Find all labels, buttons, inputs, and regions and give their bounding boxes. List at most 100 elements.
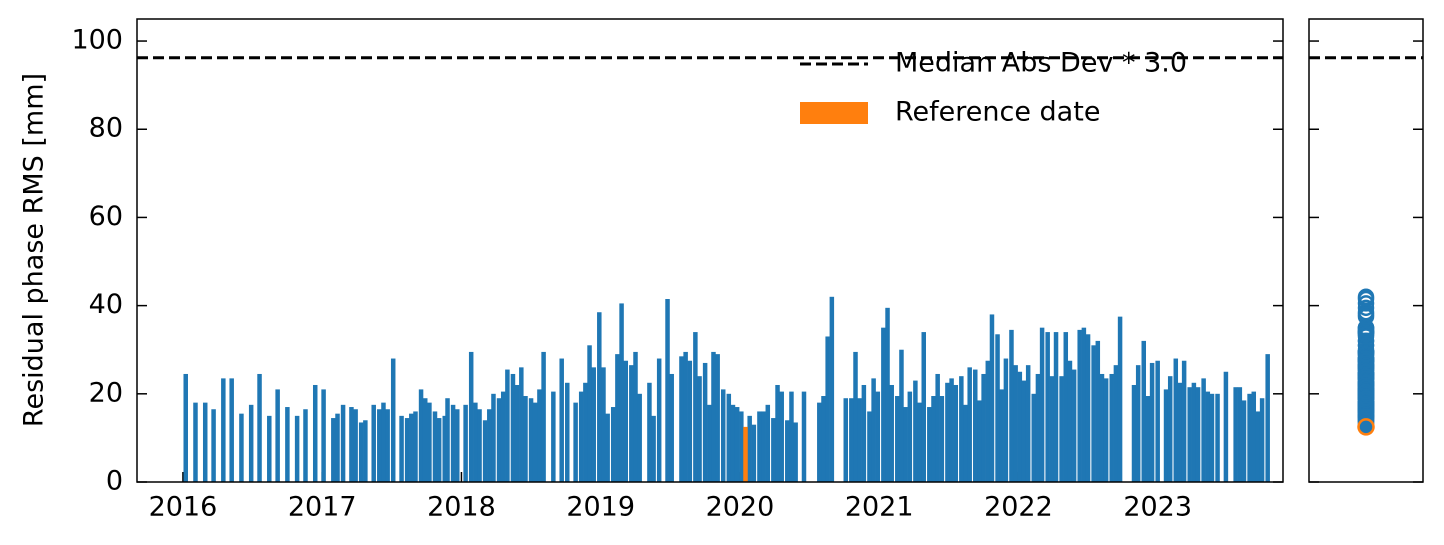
bar xyxy=(687,360,693,482)
bar xyxy=(371,404,376,482)
bar xyxy=(455,409,460,482)
bar xyxy=(726,393,732,482)
bar xyxy=(358,422,364,482)
bar xyxy=(1059,376,1064,482)
x-tick-label: 2023 xyxy=(1123,492,1192,523)
bar xyxy=(629,365,634,482)
bar xyxy=(1053,332,1059,482)
bar xyxy=(436,418,442,482)
bar xyxy=(913,380,918,482)
bar xyxy=(981,373,986,482)
bar xyxy=(853,351,858,482)
bar xyxy=(610,407,616,482)
bar xyxy=(1095,340,1101,482)
bar xyxy=(422,398,428,482)
bar xyxy=(1085,334,1091,482)
bar xyxy=(432,411,438,482)
bar xyxy=(1025,365,1031,482)
bar xyxy=(363,420,368,482)
bar xyxy=(734,407,740,482)
bar xyxy=(413,411,418,482)
y-tick-label: 100 xyxy=(71,25,123,56)
bar xyxy=(829,296,835,482)
bar xyxy=(1247,393,1252,482)
bar xyxy=(730,404,736,482)
legend-label: Reference date xyxy=(895,97,1100,128)
bar xyxy=(1223,371,1229,482)
side-reference-point xyxy=(1357,418,1375,436)
side-point xyxy=(1357,326,1375,343)
legend-reference-swatch xyxy=(800,102,868,124)
side-point xyxy=(1357,374,1375,392)
bar xyxy=(903,407,908,482)
bar xyxy=(565,382,570,482)
bar xyxy=(496,398,502,482)
bar xyxy=(1035,373,1041,482)
bar xyxy=(605,413,610,482)
bar xyxy=(751,424,757,482)
bar xyxy=(761,411,766,482)
bar xyxy=(193,402,198,482)
bar xyxy=(1181,360,1187,482)
bar xyxy=(771,418,776,482)
bar xyxy=(857,398,862,482)
bar xyxy=(1045,332,1050,482)
y-tick-label: 0 xyxy=(106,466,123,497)
bar xyxy=(583,382,588,482)
x-tick-label: 2017 xyxy=(288,492,357,523)
bar xyxy=(1021,380,1027,482)
bar xyxy=(294,415,300,482)
bar xyxy=(463,404,468,482)
bar xyxy=(1013,365,1018,482)
bar xyxy=(615,354,620,482)
bar xyxy=(1135,365,1141,482)
bar xyxy=(967,367,972,482)
bar xyxy=(427,402,432,482)
bar xyxy=(450,404,456,482)
bar xyxy=(202,402,208,482)
bar xyxy=(1099,373,1105,482)
side-point xyxy=(1357,345,1375,363)
y-tick-label: 20 xyxy=(89,377,123,408)
bar xyxy=(183,373,188,482)
side-point xyxy=(1357,352,1375,369)
bar xyxy=(519,367,524,482)
bar xyxy=(711,351,716,482)
x-tick-label: 2018 xyxy=(427,492,496,523)
x-tick-label: 2022 xyxy=(984,492,1053,523)
bar xyxy=(1077,329,1082,482)
bar xyxy=(1251,391,1257,482)
bar xyxy=(1209,393,1215,482)
bar xyxy=(665,299,670,482)
bar xyxy=(390,358,396,482)
bar xyxy=(619,303,624,482)
side-point xyxy=(1357,308,1375,325)
bar xyxy=(442,415,447,482)
bar xyxy=(349,407,354,482)
side-point xyxy=(1357,389,1375,407)
bar xyxy=(551,391,556,482)
bar xyxy=(945,382,950,482)
bar xyxy=(1063,332,1069,482)
bar xyxy=(917,402,922,482)
bar xyxy=(693,332,698,482)
bar xyxy=(939,396,945,482)
bar xyxy=(537,389,542,482)
bar xyxy=(404,418,410,482)
legend-label: Median Abs Dev * 3.0 xyxy=(895,48,1187,79)
bar xyxy=(921,332,926,482)
bar xyxy=(977,400,982,482)
y-axis-label: Residual phase RMS [mm] xyxy=(19,73,50,427)
bar xyxy=(899,349,904,482)
bar xyxy=(1049,376,1055,482)
bar xyxy=(377,409,382,482)
bar xyxy=(409,413,414,482)
bar xyxy=(1145,396,1151,482)
bar xyxy=(445,398,450,482)
bar xyxy=(871,378,876,482)
bar xyxy=(510,373,516,482)
bar xyxy=(1017,371,1023,482)
bar xyxy=(239,413,244,482)
bar xyxy=(647,382,652,482)
